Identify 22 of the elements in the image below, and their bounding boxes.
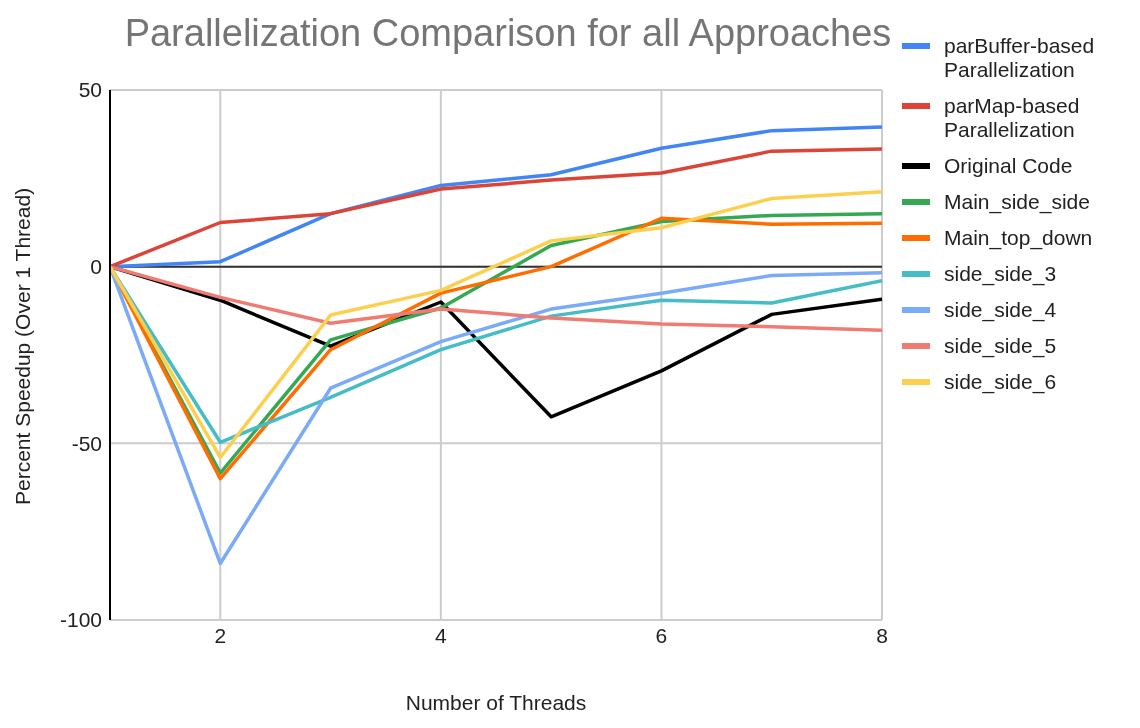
line-series: [110, 147, 882, 269]
y-tick-label: 0: [90, 255, 102, 279]
legend-label: side_side_3: [944, 262, 1057, 286]
x-axis-title: Number of Threads: [405, 691, 587, 714]
legend-label: parBuffer-based Parallelization: [944, 34, 1096, 82]
x-tick-label: 8: [876, 623, 888, 647]
y-tick-label: 50: [78, 78, 102, 102]
y-tick-label: -100: [59, 608, 102, 632]
legend-label: side_side_5: [944, 334, 1057, 358]
y-tick-label: -50: [71, 431, 102, 455]
y-axis-title: Percent Speedup (Over 1 Thread): [11, 187, 35, 505]
chart-title: Parallelization Comparison for all Approaches: [124, 12, 892, 54]
x-tick-label: 6: [655, 623, 668, 647]
legend-label: Main_top_down: [944, 226, 1093, 250]
x-tick-label: 2: [214, 623, 227, 647]
legend-label: Main_side_side: [944, 190, 1090, 214]
legend-label: parMap-based Parallelization: [944, 94, 1081, 142]
legend-label: side_side_4: [944, 298, 1057, 322]
legend-label: side_side_6: [944, 370, 1057, 394]
x-tick-label: 4: [435, 623, 448, 647]
legend-label: Original Code: [944, 154, 1073, 178]
line-series: [110, 264, 882, 333]
